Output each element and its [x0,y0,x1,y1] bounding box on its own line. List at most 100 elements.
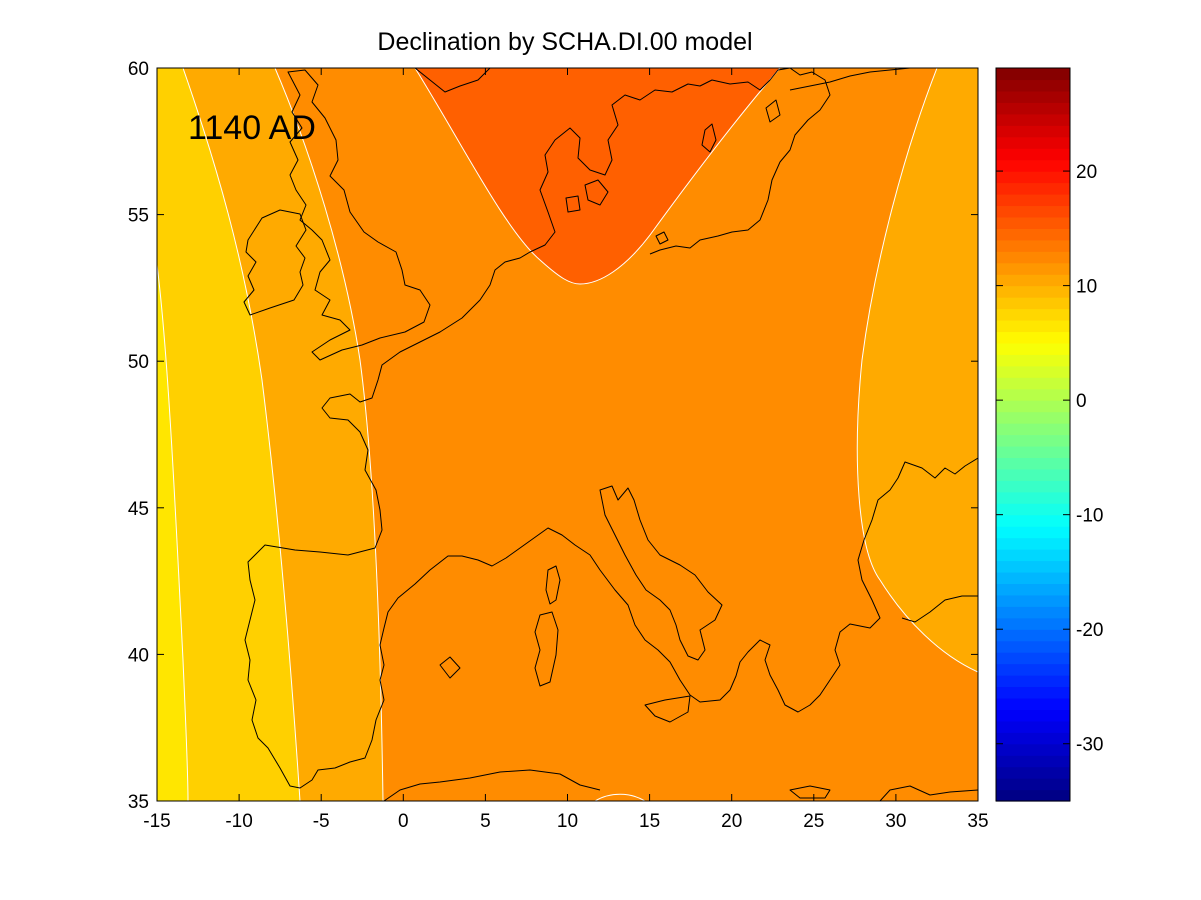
colorbar-band [996,571,1070,584]
colorbar-band [996,308,1070,321]
colorbar-band [996,102,1070,115]
colorbar-band [996,503,1070,516]
colorbar-band [996,239,1070,252]
colorbar-band [996,411,1070,424]
coast-ireland [243,209,307,316]
colorbar-band [996,789,1070,802]
y-tick-label: 60 [128,59,149,80]
colorbar-band [996,675,1070,688]
colorbar-band [996,514,1070,527]
colorbar-band [996,423,1070,436]
colorbar-band [996,663,1070,676]
colorbar-band [996,709,1070,722]
coast-oland [765,99,781,123]
x-tick-label: 0 [398,811,409,832]
colorbar-band [996,125,1070,138]
colorbar-band [996,182,1070,195]
colorbar-tick-label: -10 [1076,506,1103,527]
x-tick-label: 25 [803,811,824,832]
colorbar-band [996,400,1070,413]
colorbar-band [996,732,1070,745]
colorbar-band [996,480,1070,493]
colorbar-band [996,193,1070,207]
x-tick-label: -5 [313,811,330,832]
colorbar-band [996,251,1070,264]
colorbar-band [996,148,1070,161]
y-tick-label: 50 [128,352,149,373]
colorbar-band [996,331,1070,344]
x-tick-label: -10 [225,811,252,832]
colorbar-band [996,262,1070,275]
coast-baltic [649,68,831,255]
colorbar-band [996,686,1070,699]
x-tick-label: 35 [967,811,988,832]
colorbar-ticks: -30 -20 -10 0 10 20 [996,162,1103,756]
coast-corsica [545,565,561,605]
colorbar-band [996,743,1070,756]
coast-norway-sweden [414,68,491,93]
declination-band-5 [157,265,188,801]
colorbar-bands [996,68,1070,802]
colorbar-tick-label: -20 [1076,620,1103,641]
colorbar-band [996,640,1070,653]
coast-mallorca [439,656,461,679]
colorbar-tick-label: 10 [1076,277,1097,298]
colorbar-band [996,629,1070,642]
colorbar-band [996,594,1070,607]
y-tick-label: 40 [128,645,149,666]
x-tick-label: 5 [480,811,491,832]
y-axis: 35 40 45 50 55 60 [128,59,978,813]
y-tick-label: 35 [128,792,149,813]
colorbar-band [996,228,1070,241]
colorbar-band [996,90,1070,103]
colorbar-band [996,354,1070,367]
colorbar-band [996,68,1070,81]
coast-bornholm [655,231,669,245]
colorbar-band [996,491,1070,504]
colorbar-band [996,652,1070,665]
colorbar-tick-label: 20 [1076,162,1097,183]
colorbar-band [996,113,1070,126]
colorbar-band [996,297,1070,310]
colorbar-band [996,617,1070,630]
colorbar-band [996,205,1070,218]
coast-sicily [644,695,691,723]
coast-italy [599,485,723,661]
colorbar-band [996,537,1070,550]
y-tick-label: 55 [128,206,149,227]
declination-band-8-east [857,68,978,672]
coast-crete [789,785,831,799]
chart-title: Declination by SCHA.DI.00 model [377,28,752,56]
y-tick-label: 45 [128,499,149,520]
x-tick-label: -15 [143,811,170,832]
colorbar-band [996,697,1070,710]
coast-asia-minor [879,785,978,801]
colorbar-band [996,136,1070,149]
colorbar-band [996,342,1070,355]
colorbar-band [996,526,1070,539]
colorbar-band [996,720,1070,733]
map-plot-area [157,68,978,801]
coast-gulf-finland [789,68,911,91]
coast-zealand [584,179,609,206]
coast-funen [565,195,581,213]
coast-north-africa [383,769,601,801]
colorbar-band [996,388,1070,401]
colorbar-band [996,79,1070,92]
colorbar-band [996,285,1070,298]
coast-gotland [701,123,717,153]
colorbar: -30 -20 -10 0 10 20 [995,67,1103,802]
time-annotation: 1140 AD [188,109,316,147]
colorbar-band [996,766,1070,779]
colorbar-band [996,319,1070,333]
colorbar-band [996,560,1070,573]
colorbar-band [996,549,1070,562]
colorbar-band [996,434,1070,447]
colorbar-band [996,159,1070,172]
colorbar-band [996,274,1070,287]
coastlines [243,68,978,801]
declination-band-6-5 [157,68,300,801]
colorbar-frame [995,67,1071,802]
colorbar-band [996,365,1070,378]
